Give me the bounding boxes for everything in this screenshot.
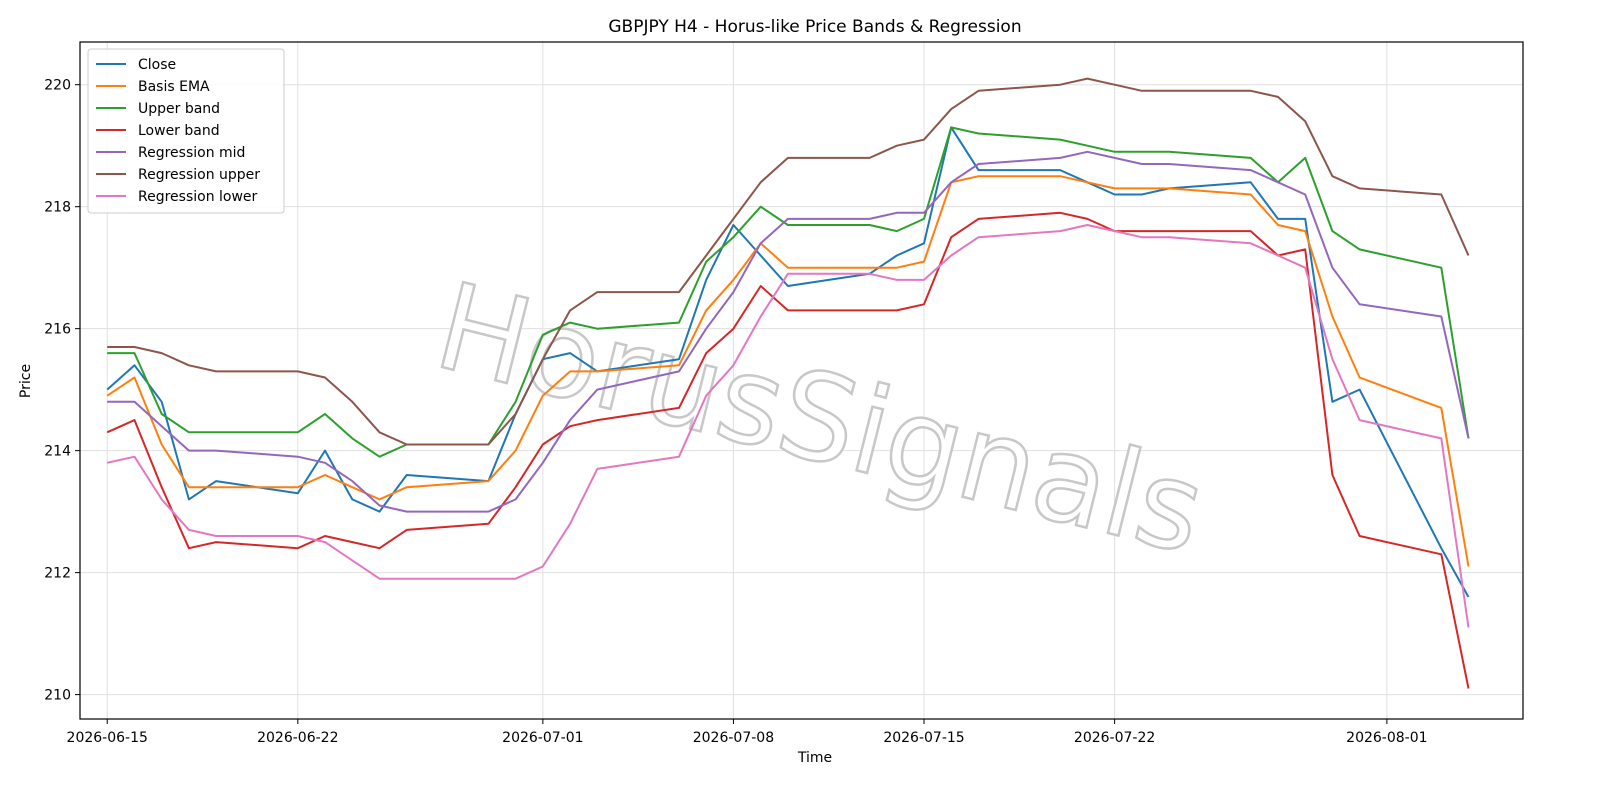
series-line-regression-lower: [106, 224, 1470, 628]
x-tick-label: 2026-08-01: [1346, 730, 1427, 746]
x-tick-label: 2026-07-22: [1074, 730, 1155, 746]
y-tick-label: 218: [44, 200, 71, 216]
legend-label: Regression upper: [138, 167, 260, 183]
x-axis-label: Time: [797, 750, 832, 766]
series-line-upper-band: [107, 126, 1470, 458]
y-tick-label: 210: [44, 688, 71, 704]
x-tick-label: 2026-06-15: [67, 730, 148, 746]
x-tick-label: 2026-07-15: [883, 730, 964, 746]
x-tick-label: 2026-07-08: [693, 730, 774, 746]
plot-frame: [79, 41, 1524, 720]
legend-label: Upper band: [138, 101, 220, 117]
y-gridlines: [80, 84, 1523, 696]
chart-title: GBPJPY H4 - Horus-like Price Bands & Reg…: [608, 17, 1021, 37]
y-tick-label: 220: [44, 78, 71, 94]
y-tick-label: 216: [44, 322, 71, 338]
legend-label: Basis EMA: [138, 79, 210, 95]
x-tick-label: 2026-07-01: [502, 730, 583, 746]
legend-label: Regression mid: [138, 145, 245, 161]
legend-label: Close: [138, 57, 176, 73]
series-line-lower-band: [106, 211, 1470, 689]
y-axis-label: Price: [18, 364, 34, 398]
y-tick-label: 214: [44, 444, 71, 460]
series-lines: [106, 77, 1470, 689]
x-tick-label: 2026-06-22: [257, 730, 338, 746]
series-line-regression-mid: [107, 150, 1470, 513]
y-axis-ticks: 210 212 214 216 218 220: [44, 78, 80, 704]
legend: Close Basis EMA Upper band Lower band Regres…: [87, 48, 285, 214]
x-axis-ticks: 2026-06-15 2026-06-22 2026-07-01 2026-07-08…: [67, 719, 1428, 746]
y-tick-label: 212: [44, 566, 71, 582]
legend-label: Regression lower: [138, 189, 258, 205]
legend-box: [87, 48, 285, 214]
legend-label: Lower band: [138, 123, 220, 139]
series-line-close: [106, 126, 1470, 598]
series-line-regression-upper: [107, 77, 1470, 446]
